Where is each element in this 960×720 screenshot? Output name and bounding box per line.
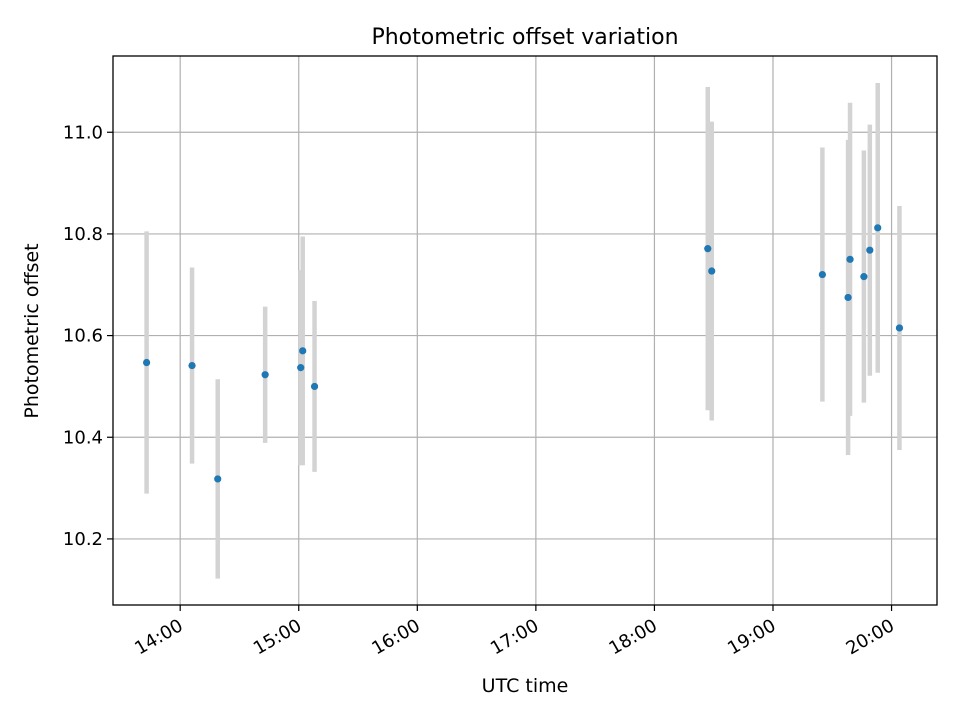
data-point bbox=[860, 273, 868, 281]
data-point bbox=[895, 324, 904, 332]
grid bbox=[113, 56, 937, 605]
y-axis: 10.2 10.4 10.6 10.8 11.0 bbox=[63, 122, 113, 550]
x-axis-label: UTC time bbox=[482, 675, 569, 697]
y-tick-label: 10.4 bbox=[63, 427, 103, 448]
chart-title: Photometric offset variation bbox=[371, 25, 678, 50]
data-point bbox=[310, 382, 319, 391]
data-point bbox=[708, 267, 716, 275]
data-point bbox=[818, 270, 826, 279]
data-point bbox=[142, 358, 151, 367]
data-point bbox=[214, 475, 222, 483]
y-tick-label: 11.0 bbox=[63, 122, 103, 143]
data-point bbox=[704, 245, 712, 253]
data-points bbox=[142, 224, 904, 483]
data-point bbox=[297, 364, 305, 372]
data-point bbox=[844, 293, 852, 302]
y-tick-label: 10.2 bbox=[63, 529, 103, 550]
data-point bbox=[846, 255, 854, 263]
y-tick-label: 10.8 bbox=[63, 224, 103, 245]
y-tick-label: 10.6 bbox=[63, 326, 103, 347]
plot-frame bbox=[112, 55, 938, 606]
data-point bbox=[299, 347, 307, 355]
data-point bbox=[866, 246, 874, 254]
data-point bbox=[188, 361, 196, 370]
data-point bbox=[261, 371, 269, 379]
data-point bbox=[874, 224, 882, 232]
y-axis-label: Photometric offset bbox=[21, 243, 43, 418]
